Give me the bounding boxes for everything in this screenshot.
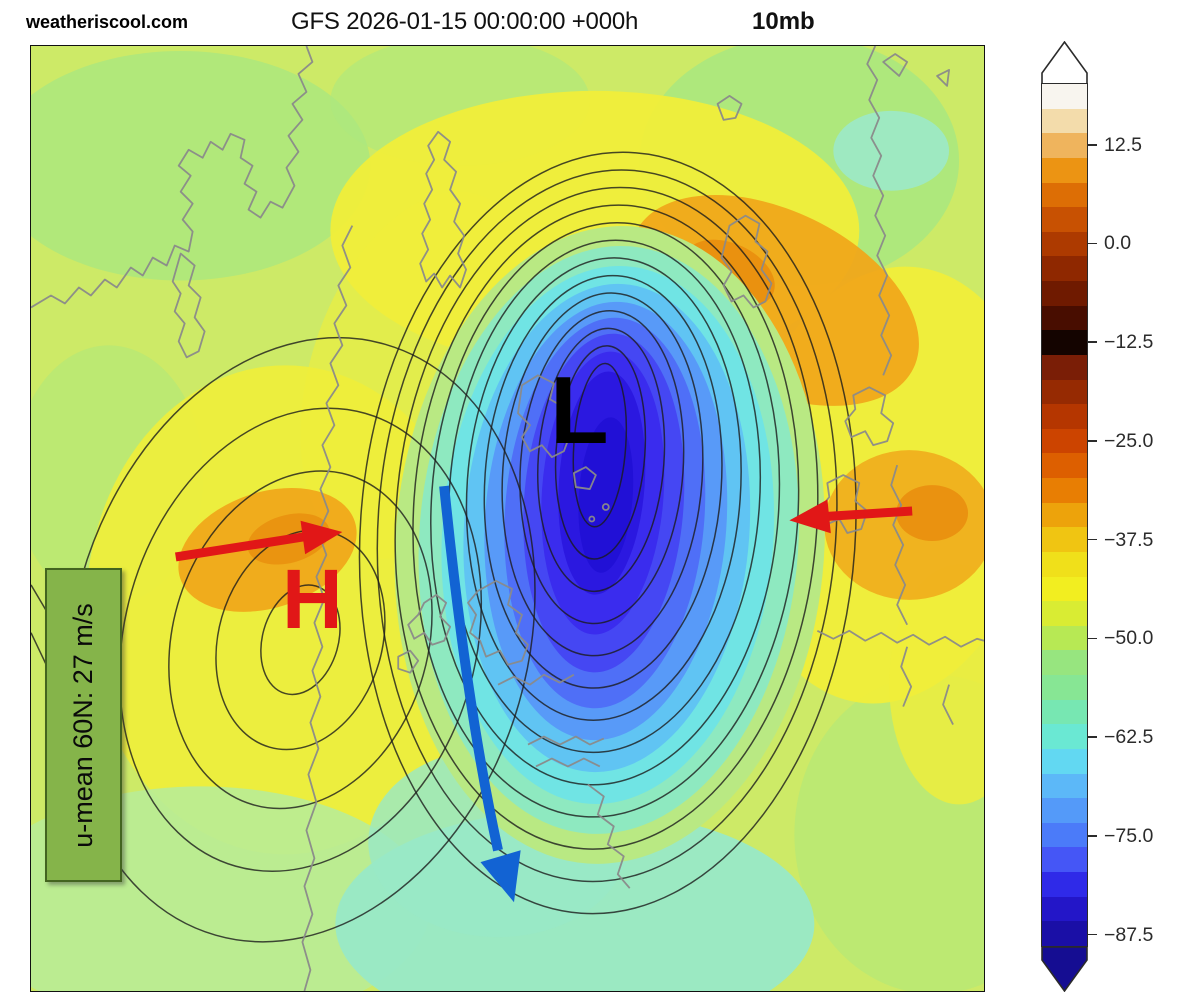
colorbar-segments — [1041, 83, 1088, 947]
annotation-arrows — [175, 485, 913, 903]
coastline-path — [419, 130, 467, 289]
colorbar-segment — [1042, 428, 1087, 454]
colorbar-tick-label: −62.5 — [1104, 726, 1154, 749]
colorbar-segment — [1042, 108, 1087, 134]
temperature-colorbar: 12.5 0.0 −12.5 −25.0 −37.5 −50.0 −62.5 −75.0 −87… — [1041, 41, 1190, 993]
coastline-path — [301, 225, 354, 991]
colorbar-segment — [1042, 231, 1087, 257]
colorbar-segment — [1042, 798, 1087, 823]
colorbar-segment — [1042, 157, 1087, 183]
coastline-island — [588, 515, 596, 523]
u-mean-annotation-box: u-mean 60N: 27 m/s — [45, 568, 122, 882]
colorbar-segment — [1042, 133, 1087, 158]
colorbar-tick-mark — [1088, 538, 1097, 541]
colorbar-under-arrow — [1041, 947, 1088, 992]
coastline-path — [397, 593, 452, 674]
coastline-island — [601, 503, 610, 511]
colorbar-segment — [1042, 527, 1087, 552]
map-area: L H u-mean 60N: 27 m/s — [30, 45, 985, 992]
blue-arrow-south — [439, 485, 521, 903]
red-arrow-west — [175, 520, 343, 562]
colorbar-tick-label: −37.5 — [1104, 528, 1154, 551]
low-pressure-letter: L — [550, 357, 609, 464]
colorbar-segment — [1042, 478, 1087, 503]
colorbar-tick-label: −25.0 — [1104, 429, 1154, 452]
colorbar-segment — [1042, 84, 1087, 109]
site-name: weatheriscool.com — [26, 12, 189, 32]
colorbar-tick-mark — [1088, 637, 1097, 640]
coastline-path — [716, 53, 950, 121]
colorbar-tick-label: 0.0 — [1104, 232, 1132, 255]
colorbar-segment — [1042, 281, 1087, 306]
colorbar-tick-mark — [1088, 242, 1097, 245]
colorbar-segment — [1042, 724, 1087, 749]
colorbar-ticks: 12.5 0.0 −12.5 −25.0 −37.5 −50.0 −62.5 −75.0 −87… — [1041, 83, 1190, 947]
pressure-level-label: 10mb — [752, 8, 815, 35]
colorbar-tick-label: −87.5 — [1104, 923, 1154, 946]
colorbar-segment — [1042, 773, 1087, 799]
colorbar-segment — [1042, 921, 1087, 946]
colorbar-segment — [1042, 354, 1087, 380]
colorbar-tick-mark — [1088, 835, 1097, 837]
coastline-path — [467, 579, 631, 889]
coastline-path — [31, 46, 314, 309]
colorbar-tick-mark — [1088, 933, 1097, 936]
colorbar-segment — [1042, 453, 1087, 478]
colorbar-segment — [1042, 650, 1087, 675]
high-pressure-letter: H — [282, 552, 343, 646]
model-run-title: GFS 2026-01-15 00:00:00 +000h — [291, 8, 639, 35]
colorbar-segment — [1042, 576, 1087, 602]
colorbar-tick-mark — [1088, 143, 1097, 146]
height-contours — [31, 151, 857, 943]
colorbar-segment — [1042, 330, 1087, 355]
colorbar-segment — [1042, 675, 1087, 700]
colorbar-segment — [1042, 601, 1087, 626]
coastline-path — [720, 214, 773, 309]
colorbar-segment — [1042, 748, 1087, 774]
colorbar-segment — [1042, 404, 1087, 429]
coastline-path — [816, 629, 984, 725]
colorbar-tick-label: −50.0 — [1104, 627, 1154, 650]
colorbar-segment — [1042, 207, 1087, 232]
coastline-path — [890, 464, 908, 626]
coastline-path — [171, 252, 206, 359]
colorbar-segment — [1042, 872, 1087, 897]
red-arrow-east — [789, 499, 913, 534]
colorbar-tick-label: 12.5 — [1104, 133, 1142, 156]
u-mean-annotation-text: u-mean 60N: 27 m/s — [68, 602, 99, 848]
colorbar-tick-mark — [1088, 736, 1097, 738]
temperature-map — [30, 45, 985, 992]
colorbar-tick-mark — [1088, 341, 1097, 343]
colorbar-segment — [1042, 182, 1087, 208]
colorbar-tick-label: −75.0 — [1104, 824, 1154, 847]
coastlines — [31, 46, 984, 991]
colorbar-segment — [1042, 847, 1087, 872]
colorbar-segment — [1042, 305, 1087, 331]
colorbar-segment — [1042, 822, 1087, 848]
colorbar-segment — [1042, 699, 1087, 725]
colorbar-segment — [1042, 379, 1087, 405]
colorbar-tick-mark — [1088, 440, 1097, 442]
colorbar-segment — [1042, 896, 1087, 922]
colorbar-segment — [1042, 256, 1087, 281]
colorbar-segment — [1042, 551, 1087, 577]
colorbar-over-arrow — [1041, 41, 1088, 86]
coastline-path — [517, 374, 597, 490]
colorbar-segment — [1042, 625, 1087, 651]
colorbar-tick-label: −12.5 — [1104, 331, 1154, 354]
colorbar-segment — [1042, 502, 1087, 528]
